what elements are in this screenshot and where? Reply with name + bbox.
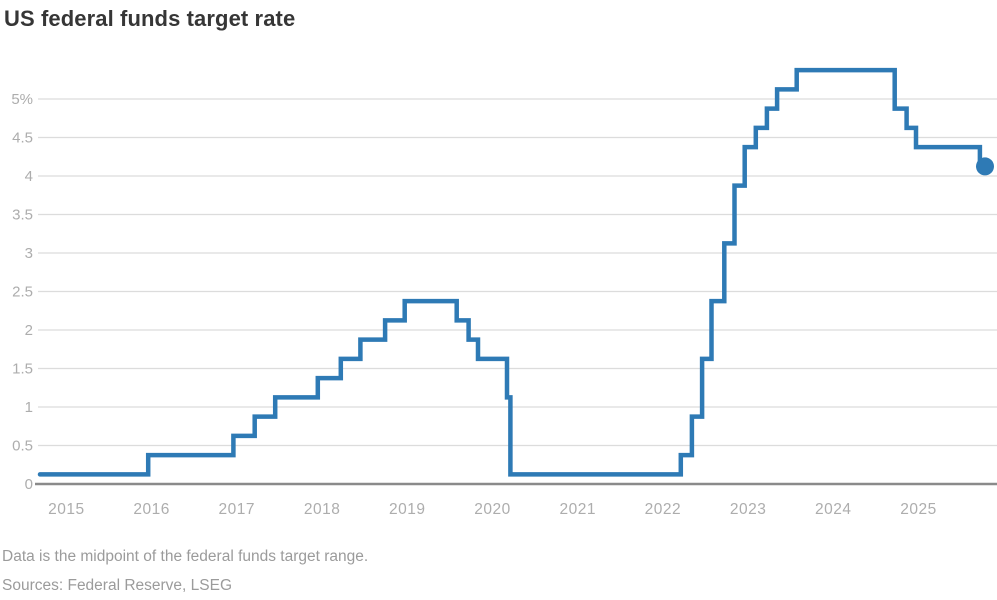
y-tick-label: 1 xyxy=(25,399,33,416)
y-tick-label: 1.5 xyxy=(12,361,33,378)
x-tick-label: 2017 xyxy=(219,501,255,518)
x-tick-label: 2023 xyxy=(730,501,766,518)
x-tick-label: 2025 xyxy=(900,501,936,518)
chart-sources: Sources: Federal Reserve, LSEG xyxy=(2,577,233,594)
x-tick-label: 2015 xyxy=(48,501,84,518)
x-tick-label: 2020 xyxy=(474,501,510,518)
y-tick-label: 4 xyxy=(25,168,33,185)
x-tick-label: 2019 xyxy=(389,501,425,518)
x-tick-label: 2021 xyxy=(559,501,595,518)
x-tick-label: 2022 xyxy=(645,501,681,518)
chart-footnote: Data is the midpoint of the federal fund… xyxy=(2,548,369,565)
chart-title: US federal funds target rate xyxy=(4,6,296,31)
y-tick-label: 3.5 xyxy=(12,207,33,224)
y-tick-label: 2 xyxy=(25,322,33,339)
latest-value-dot xyxy=(976,157,994,176)
y-tick-label: 3 xyxy=(25,245,33,262)
rate-step-line xyxy=(37,67,988,477)
y-tick-label: 5% xyxy=(11,91,33,108)
x-tick-label: 2018 xyxy=(304,501,340,518)
y-tick-label: 2.5 xyxy=(12,284,33,301)
y-tick-label: 0 xyxy=(25,476,33,493)
x-tick-label: 2024 xyxy=(815,501,851,518)
y-tick-label: 0.5 xyxy=(12,438,33,455)
x-tick-label: 2016 xyxy=(133,501,169,518)
y-tick-label: 4.5 xyxy=(12,130,33,147)
